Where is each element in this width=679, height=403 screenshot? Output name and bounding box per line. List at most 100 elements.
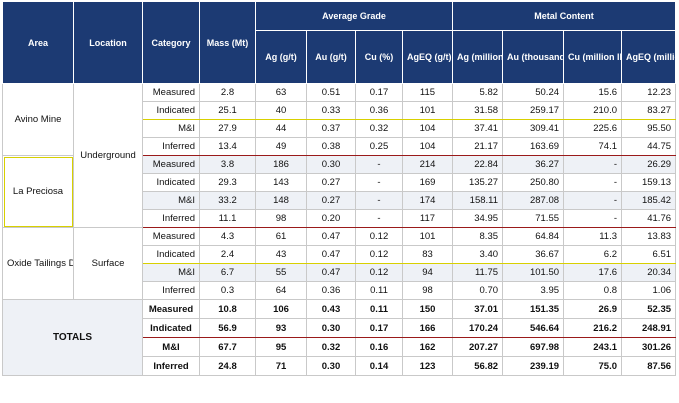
au-content-cell: 50.24 [502,83,565,102]
au-content-cell: 36.27 [502,155,565,174]
mineral-resource-table: Area Location Category Mass (Mt) Average… [2,1,677,376]
area-cell: Avino Mine [2,83,74,156]
ageq-content-cell: 44.75 [621,137,677,156]
col-cu-content: Cu (million lb) [563,30,623,84]
ageq-content-cell: 185.42 [621,191,677,210]
ageq-grade-cell: 214 [401,155,454,174]
cu-grade-cell: 0.12 [355,227,403,246]
cu-content-cell: - [563,191,623,210]
cu-content-cell: 75.0 [563,356,623,376]
cu-content-cell: 17.6 [563,263,623,282]
ag-grade-cell: 71 [255,356,307,376]
ageq-grade-cell: 123 [401,356,454,376]
au-grade-cell: 0.37 [306,119,356,138]
au-content-cell: 36.67 [502,245,565,264]
ageq-grade-cell: 169 [401,173,454,192]
ageq-content-cell: 41.76 [621,209,677,228]
ag-grade-cell: 40 [255,101,307,120]
ageq-grade-cell: 101 [401,227,454,246]
ag-grade-cell: 43 [255,245,307,264]
cu-grade-cell: 0.32 [355,119,403,138]
location-cell: Surface [73,227,143,300]
ageq-content-cell: 13.83 [621,227,677,246]
au-content-cell: 71.55 [502,209,565,228]
cu-content-cell: 6.2 [563,245,623,264]
category-cell: Inferred [142,137,200,156]
ageq-content-cell: 12.23 [621,83,677,102]
au-grade-cell: 0.47 [306,245,356,264]
ag-content-cell: 34.95 [452,209,504,228]
category-cell: Indicated [142,101,200,120]
ag-content-cell: 31.58 [452,101,504,120]
ageq-grade-cell: 174 [401,191,454,210]
table-row: Inferred 24.8 71 0.30 0.14 123 56.82 239.19 75.0… [3,356,677,376]
cu-grade-cell: - [355,191,403,210]
ageq-grade-cell: 101 [401,101,454,120]
au-grade-cell: 0.47 [306,263,356,282]
area-cell: La Preciosa [2,155,74,228]
ageq-grade-cell: 104 [401,137,454,156]
area-cell: Oxide Tailings Deposit [2,227,74,300]
ag-content-cell: 56.82 [452,356,504,376]
col-ageq-grade: AgEQ (g/t) [401,30,454,84]
ag-content-cell: 37.41 [452,119,504,138]
mass-cell: 0.3 [199,281,256,300]
ag-content-cell: 11.75 [452,263,504,282]
table-row: TOTALS Measured 10.8 106 0.43 0.11 150 37.01 151… [2,299,677,376]
col-mass: Mass (Mt) [199,1,256,84]
table-row: M&I 27.9 44 0.37 0.32 104 37.41 309.41 225.6 95.5… [3,119,677,138]
category-cell: Indicated [142,245,200,264]
cu-content-cell: 74.1 [563,137,623,156]
ageq-content-cell: 1.06 [621,281,677,300]
table-row: Inferred 13.4 49 0.38 0.25 104 21.17 163.69 74.1… [3,137,677,156]
ageq-content-cell: 301.26 [621,337,677,357]
au-content-cell: 546.64 [502,318,565,338]
table-row: Indicated 25.1 40 0.33 0.36 101 31.58 259.17 210… [3,101,677,120]
ageq-grade-cell: 98 [401,281,454,300]
au-content-cell: 239.19 [502,356,565,376]
mass-cell: 27.9 [199,119,256,138]
au-grade-cell: 0.36 [306,281,356,300]
cu-content-cell: - [563,209,623,228]
cu-content-cell: 225.6 [563,119,623,138]
category-cell: Measured [142,155,200,174]
ag-content-cell: 8.35 [452,227,504,246]
au-grade-cell: 0.33 [306,101,356,120]
mass-cell: 67.7 [199,337,256,357]
ageq-content-cell: 26.29 [621,155,677,174]
category-cell: M&I [142,337,200,357]
ag-content-cell: 0.70 [452,281,504,300]
ageq-grade-cell: 115 [401,83,454,102]
ag-grade-cell: 64 [255,281,307,300]
au-grade-cell: 0.27 [306,173,356,192]
ag-content-cell: 37.01 [452,299,504,319]
table-row: Avino Mine Underground Measured 2.8 63 0.51 0.… [2,83,677,228]
ageq-content-cell: 83.27 [621,101,677,120]
cu-grade-cell: 0.17 [355,83,403,102]
mass-cell: 13.4 [199,137,256,156]
category-cell: Inferred [142,356,200,376]
table-row: Indicated 29.3 143 0.27-169 135.27 250.80-159… [3,173,677,192]
ag-content-cell: 22.84 [452,155,504,174]
cu-content-cell: 15.6 [563,83,623,102]
col-ag-grade: Ag (g/t) [255,30,307,84]
mass-cell: 2.4 [199,245,256,264]
table-row: Indicated 56.9 93 0.30 0.17 166 170.24 546.64 21… [3,318,677,338]
cu-content-cell: 216.2 [563,318,623,338]
ageq-grade-cell: 94 [401,263,454,282]
ag-grade-cell: 63 [255,83,307,102]
ag-grade-cell: 55 [255,263,307,282]
ag-content-cell: 3.40 [452,245,504,264]
mass-cell: 29.3 [199,173,256,192]
table-row: Oxide Tailings DepositSurfaceMeasured4.3… [2,227,677,300]
au-grade-cell: 0.51 [306,83,356,102]
cu-grade-cell: 0.14 [355,356,403,376]
mass-cell: 33.2 [199,191,256,210]
cu-grade-cell: - [355,173,403,192]
au-content-cell: 3.95 [502,281,565,300]
ageq-content-cell: 248.91 [621,318,677,338]
cu-grade-cell: 0.25 [355,137,403,156]
cu-content-cell: 11.3 [563,227,623,246]
table-body: Avino Mine Underground Measured 2.8 63 0.51 0.… [2,83,677,376]
au-grade-cell: 0.32 [306,337,356,357]
